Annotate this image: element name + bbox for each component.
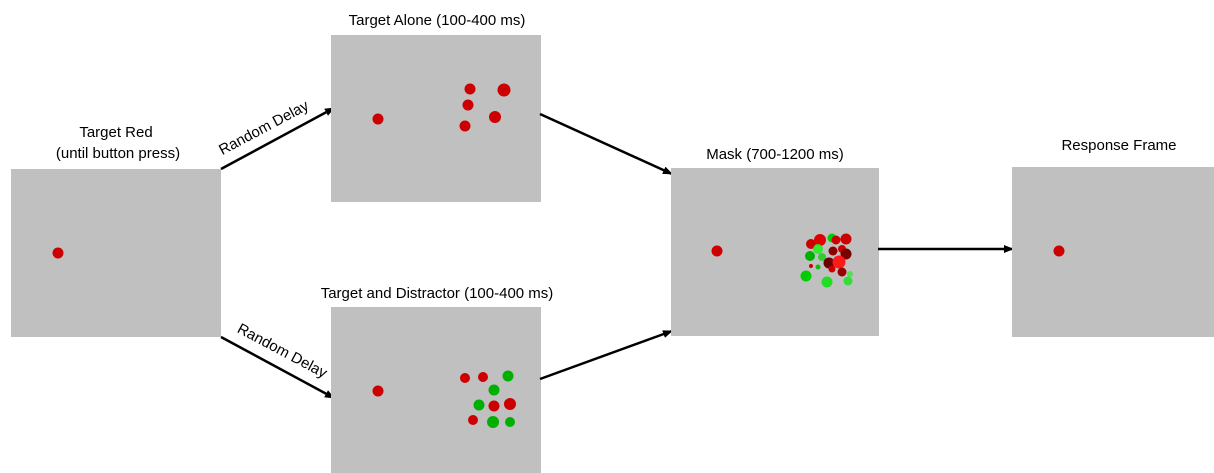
target-alone-panel: Target Alone (100-400 ms) <box>331 12 541 202</box>
response-frame <box>1012 167 1214 337</box>
mask-dot <box>832 255 846 269</box>
distractor-dot <box>502 370 514 382</box>
fixation-dot <box>372 113 384 125</box>
target-alone-frame <box>331 35 541 202</box>
mask-dot <box>815 264 821 270</box>
target-red-panel: Target Red (until button press) <box>11 124 221 337</box>
response-label: Response Frame <box>1061 137 1176 154</box>
mask-dot <box>831 235 841 245</box>
mask-dot <box>847 271 853 277</box>
target-alone-label: Target Alone (100-400 ms) <box>349 12 526 29</box>
target-dot <box>488 400 500 412</box>
response-panel: Response Frame <box>1012 137 1214 337</box>
distractor-dot <box>505 417 515 427</box>
upper-delay-arrow: Random Delay <box>216 97 335 171</box>
target-distractor-dots <box>372 370 516 428</box>
mask-dot-cluster <box>800 233 853 288</box>
fixation-dot <box>1053 245 1065 257</box>
target-dot <box>504 398 516 410</box>
target-dot <box>460 373 470 383</box>
target-red-label-line1: Target Red <box>79 124 152 141</box>
target-dot <box>464 83 476 95</box>
lower-delay-arrow: Random Delay <box>220 320 335 400</box>
lower-arrow-line <box>220 335 335 400</box>
mask-panel: Mask (700-1200 ms) <box>671 146 879 336</box>
distractor-dot <box>487 416 499 428</box>
fixation-dot <box>372 385 384 397</box>
mask-dot <box>800 270 812 282</box>
distractor-dot <box>473 399 485 411</box>
distractor-to-mask-arrow <box>539 329 673 381</box>
target-dot <box>489 111 501 123</box>
target-dot <box>462 99 474 111</box>
mask-dot <box>837 267 847 277</box>
target-dot <box>459 120 471 132</box>
target-dot <box>497 83 511 97</box>
target-distractor-frame <box>331 307 541 473</box>
fixation-dot <box>52 247 64 259</box>
mask-dot <box>840 233 852 245</box>
mask-label: Mask (700-1200 ms) <box>706 146 844 163</box>
mask-dot <box>840 248 852 260</box>
target-dot <box>468 415 478 425</box>
mask-dot <box>814 234 826 246</box>
fixation-dot <box>711 245 723 257</box>
target-distractor-panel: Target and Distractor (100-400 ms) <box>321 285 554 473</box>
target-dot <box>478 372 488 382</box>
mask-dot <box>818 253 826 261</box>
mask-dot <box>821 276 833 288</box>
alone-to-mask-arrow <box>539 112 673 176</box>
mask-dot <box>813 244 823 254</box>
mask-dot <box>809 264 813 268</box>
mask-dot <box>805 251 815 261</box>
upper-arrow-line <box>220 106 335 171</box>
target-red-frame <box>11 169 221 337</box>
target-red-label-line2: (until button press) <box>56 145 180 162</box>
distractor-dot <box>488 384 500 396</box>
mask-dot <box>828 265 836 273</box>
target-distractor-label: Target and Distractor (100-400 ms) <box>321 285 554 302</box>
target-alone-dots <box>372 83 511 132</box>
mask-dot <box>828 246 838 256</box>
mask-dot <box>843 276 853 286</box>
mask-dot <box>806 239 816 249</box>
